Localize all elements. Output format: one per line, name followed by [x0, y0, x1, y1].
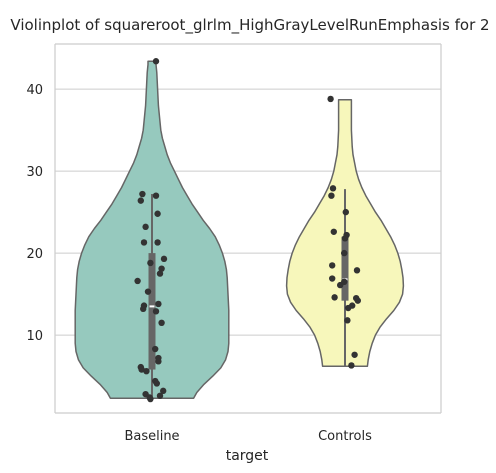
data-point [154, 210, 161, 217]
chart-title: Violinplot of squareroot_glrlm_HighGrayL… [10, 16, 489, 35]
data-point [154, 239, 161, 246]
x-tick-label-controls: Controls [318, 429, 372, 444]
iqr-box-controls [341, 236, 349, 301]
data-point [155, 300, 162, 308]
data-point [342, 208, 349, 216]
data-point [344, 317, 351, 324]
data-point [143, 367, 150, 375]
data-point [341, 249, 348, 257]
data-point [353, 267, 361, 274]
data-point [345, 304, 352, 312]
data-point [147, 395, 154, 403]
iqr-box-baseline [148, 253, 156, 370]
data-point [160, 255, 168, 263]
data-point [160, 387, 167, 395]
x-tick-label-baseline: Baseline [124, 429, 179, 444]
median-mark-baseline [149, 305, 155, 308]
y-tick-label: 40 [26, 83, 43, 98]
data-points [134, 58, 361, 403]
data-point [152, 192, 160, 199]
data-point [329, 262, 336, 269]
data-point [330, 228, 337, 235]
x-axis-label: target [226, 448, 269, 464]
violins [74, 60, 405, 399]
data-point [147, 259, 154, 267]
data-point [158, 265, 165, 272]
axis-spines [54, 43, 442, 414]
x-tick-labels: Baseline Controls [124, 429, 372, 444]
y-tick-label: 30 [26, 165, 43, 180]
data-point [328, 192, 335, 199]
data-point [158, 319, 165, 326]
data-point [138, 366, 145, 373]
data-point [329, 185, 337, 192]
data-point [152, 345, 159, 353]
data-point [329, 275, 336, 282]
y-tick-labels: 10 20 30 40 [26, 83, 43, 344]
data-point [351, 351, 358, 358]
data-point [156, 392, 164, 399]
data-point [152, 308, 160, 315]
data-point [153, 380, 160, 387]
data-point [140, 305, 147, 313]
data-point [144, 288, 152, 295]
data-point [331, 294, 338, 301]
data-point [337, 281, 344, 289]
data-point [137, 197, 144, 204]
data-point [134, 277, 141, 285]
data-point [156, 270, 164, 277]
data-point [142, 223, 149, 231]
y-tick-label: 20 [26, 247, 43, 262]
data-point [327, 95, 334, 103]
y-tick-label: 10 [26, 329, 43, 344]
data-point [354, 297, 361, 304]
data-point [348, 362, 355, 369]
data-point [341, 235, 349, 242]
data-point [139, 190, 146, 198]
data-point [155, 358, 162, 365]
data-point [140, 239, 148, 246]
data-point [152, 58, 160, 65]
